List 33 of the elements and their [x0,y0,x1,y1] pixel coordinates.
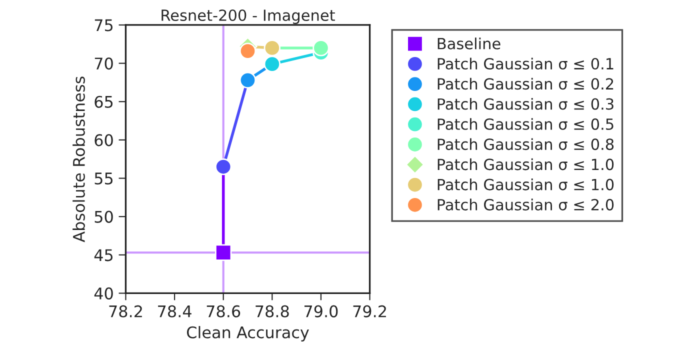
x-tick-label: 78.6 [206,305,240,318]
point [215,244,232,261]
x-tick-label: 78.8 [256,305,289,318]
legend-label: Patch Gaussian σ ≤ 0.8 [438,138,614,150]
legend-label: Patch Gaussian σ ≤ 0.3 [438,98,614,110]
point [264,56,280,72]
legend-label: Patch Gaussian σ ≤ 1.0 [438,158,614,170]
y-tick-label: 45 [94,249,113,262]
y-tick-label: 65 [94,96,113,108]
y-tick-label: 75 [94,19,113,32]
legend-label: Patch Gaussian σ ≤ 0.5 [438,118,614,130]
legend-label: Patch Gaussian σ ≤ 0.2 [438,78,614,90]
chart-title: Resnet-200 - Imagenet [162,9,335,24]
x-axis-title: Clean Accuracy [186,326,309,342]
legend-label: Patch Gaussian σ ≤ 2.0 [438,198,614,210]
legend-label: Patch Gaussian σ ≤ 0.1 [438,58,614,70]
x-tick-label: 79.2 [353,305,386,318]
x-tick-label: 78.2 [109,305,142,318]
y-tick-label: 50 [94,210,113,223]
x-tick-label: 79.0 [304,305,338,318]
y-axis-title: Absolute Robustness [72,76,85,242]
point [312,40,330,56]
point [215,158,232,176]
y-tick-label: 40 [94,287,113,300]
y-tick-label: 60 [94,134,113,146]
legend-label: Patch Gaussian σ ≤ 1.0 [438,178,614,190]
x-tick-label: 78.4 [158,305,192,318]
legend-label: Baseline [438,38,500,50]
y-tick-label: 70 [94,58,113,70]
point [264,40,280,56]
point [239,72,256,88]
point [239,42,256,60]
y-tick-label: 55 [94,172,113,185]
